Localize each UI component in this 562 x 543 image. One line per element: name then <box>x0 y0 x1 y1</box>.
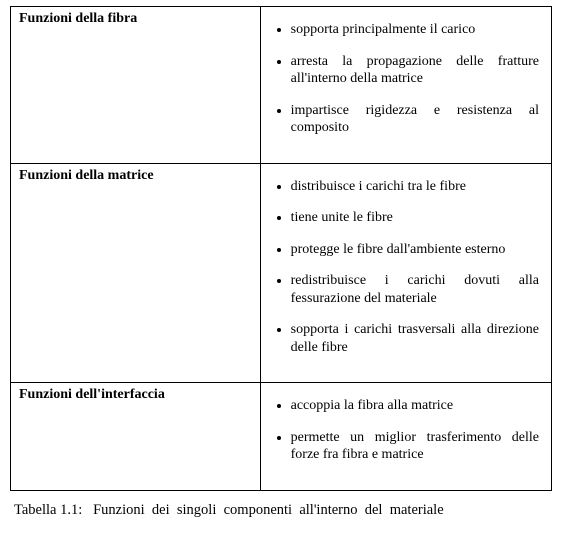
row-header: Funzioni della fibra <box>11 7 261 164</box>
table-row: Funzioni della fibra sopporta principalm… <box>11 7 552 164</box>
list-item: redistribuisce i carichi dovuti alla fes… <box>291 272 539 307</box>
table-caption: Tabella 1.1: Funzioni dei singoli compon… <box>10 501 552 521</box>
list-item: sopporta principalmente il carico <box>291 21 539 39</box>
row-header: Funzioni della matrice <box>11 163 261 383</box>
table-row: Funzioni dell'interfaccia accoppia la fi… <box>11 383 552 491</box>
list-item: sopporta i carichi trasversali alla dire… <box>291 321 539 356</box>
item-list: sopporta principalmente il carico arrest… <box>269 21 543 137</box>
item-list: accoppia la fibra alla matrice permette … <box>269 397 543 464</box>
item-list: distribuisce i carichi tra le fibre tien… <box>269 178 543 357</box>
table-body: Funzioni della fibra sopporta principalm… <box>11 7 552 491</box>
list-item: arresta la propagazione delle fratture a… <box>291 53 539 88</box>
row-cell: accoppia la fibra alla matrice permette … <box>260 383 551 491</box>
list-item: tiene unite le fibre <box>291 209 539 227</box>
list-item: protegge le fibre dall'ambiente esterno <box>291 241 539 259</box>
list-item: permette un miglior trasferimento delle … <box>291 429 539 464</box>
list-item: impartisce rigidezza e resistenza al com… <box>291 102 539 137</box>
list-item: distribuisce i carichi tra le fibre <box>291 178 539 196</box>
functions-table: Funzioni della fibra sopporta principalm… <box>10 6 552 491</box>
row-header: Funzioni dell'interfaccia <box>11 383 261 491</box>
list-item: accoppia la fibra alla matrice <box>291 397 539 415</box>
table-row: Funzioni della matrice distribuisce i ca… <box>11 163 552 383</box>
row-cell: sopporta principalmente il carico arrest… <box>260 7 551 164</box>
row-cell: distribuisce i carichi tra le fibre tien… <box>260 163 551 383</box>
